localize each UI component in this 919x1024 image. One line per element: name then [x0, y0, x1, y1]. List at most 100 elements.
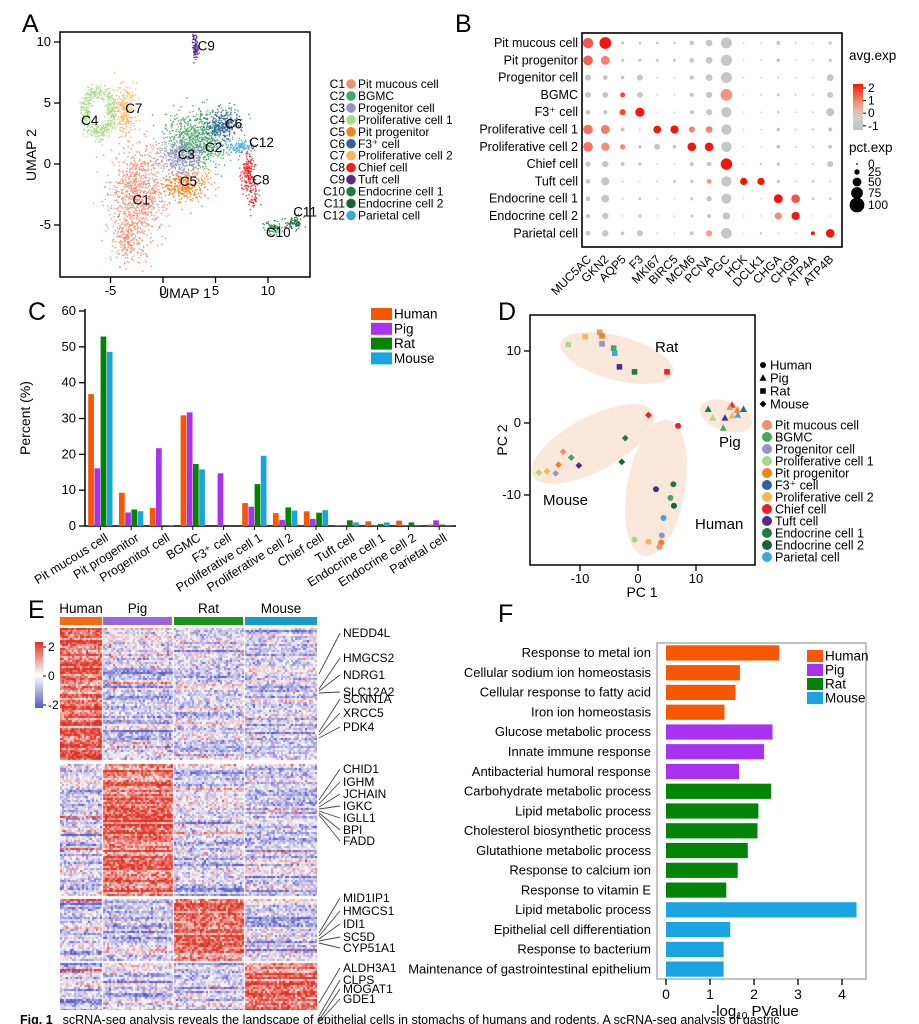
- svg-text:Proliferative cell 1: Proliferative cell 1: [479, 123, 578, 137]
- svg-text:100: 100: [868, 198, 888, 212]
- svg-text:Innate immune response: Innate immune response: [508, 744, 651, 759]
- svg-text:0: 0: [634, 571, 641, 586]
- svg-text:Human: Human: [770, 358, 812, 373]
- svg-text:Chief cell: Chief cell: [775, 503, 826, 517]
- svg-text:25: 25: [868, 165, 882, 179]
- svg-text:Antibacterial humoral response: Antibacterial humoral response: [472, 764, 651, 779]
- svg-text:Epithelial cell differentiatio: Epithelial cell differentiation: [494, 922, 651, 937]
- panel-E-label: E: [28, 596, 46, 624]
- svg-text:C6: C6: [225, 117, 242, 132]
- svg-text:Carbohydrate metabolic process: Carbohydrate metabolic process: [464, 784, 652, 799]
- svg-text:Parietal cell: Parietal cell: [513, 226, 578, 240]
- svg-text:Pig: Pig: [719, 434, 741, 451]
- svg-text:UMAP 1: UMAP 1: [159, 285, 211, 301]
- svg-text:Mouse: Mouse: [770, 397, 809, 412]
- svg-text:C12: C12: [249, 135, 274, 150]
- svg-text:-log10 PValue: -log10 PValue: [711, 1003, 799, 1022]
- svg-text:2: 2: [750, 986, 758, 1002]
- svg-text:1: 1: [868, 94, 875, 108]
- svg-text:-1: -1: [868, 119, 879, 133]
- svg-text:Response to vitamin E: Response to vitamin E: [521, 882, 651, 897]
- svg-text:F3⁺ cell: F3⁺ cell: [358, 137, 400, 151]
- svg-text:Rat: Rat: [198, 601, 219, 616]
- svg-text:Glucose metabolic process: Glucose metabolic process: [495, 724, 652, 739]
- svg-text:MID1IP1: MID1IP1: [343, 891, 390, 905]
- svg-text:Human: Human: [59, 601, 103, 616]
- svg-text:-2: -2: [48, 698, 59, 712]
- figure-caption: Fig. 1 scRNA-seq analysis reveals the lan…: [20, 1013, 905, 1024]
- svg-text:SCNN1A: SCNN1A: [343, 692, 392, 706]
- caption-prefix: Fig. 1: [20, 1013, 53, 1024]
- svg-text:0: 0: [48, 669, 55, 683]
- svg-text:Endocrine cell 2: Endocrine cell 2: [489, 209, 578, 223]
- svg-text:Mouse: Mouse: [543, 492, 588, 509]
- panel-B-dot-plot: Pit mucous cell Pit progenitor Progenitor …: [479, 32, 896, 298]
- svg-text:Rat: Rat: [394, 336, 415, 351]
- svg-text:PC 2: PC 2: [494, 424, 510, 455]
- svg-text:C12: C12: [323, 208, 345, 222]
- panel-C-label: C: [28, 298, 47, 326]
- svg-text:20: 20: [62, 446, 76, 461]
- svg-text:5: 5: [212, 283, 219, 298]
- svg-text:0: 0: [514, 415, 521, 430]
- svg-text:Parietal cell: Parietal cell: [775, 551, 840, 565]
- panel-A-label: A: [22, 10, 40, 38]
- svg-text:NEDD4L: NEDD4L: [343, 626, 391, 640]
- svg-text:C9: C9: [330, 173, 346, 187]
- barF-bars: [666, 645, 857, 977]
- svg-text:C1: C1: [330, 77, 346, 91]
- svg-text:Glutathione metabolic process: Glutathione metabolic process: [476, 843, 651, 858]
- umap-point-clouds: [79, 33, 307, 272]
- svg-text:0: 0: [868, 157, 875, 171]
- svg-text:Mouse: Mouse: [261, 601, 302, 616]
- svg-text:Iron ion homeostasis: Iron ion homeostasis: [531, 705, 651, 720]
- svg-text:Tuft cell: Tuft cell: [775, 515, 818, 529]
- svg-text:50: 50: [868, 175, 882, 189]
- svg-text:4: 4: [838, 986, 846, 1002]
- svg-text:C4: C4: [81, 113, 99, 128]
- svg-text:Parietal cell: Parietal cell: [358, 208, 420, 222]
- svg-text:C10: C10: [266, 225, 291, 240]
- heatmap-canvas: [60, 628, 317, 1010]
- svg-text:PDK4: PDK4: [343, 720, 375, 734]
- heatmap-colorbar: 2 0 -2: [35, 640, 59, 712]
- svg-text:Mouse: Mouse: [825, 691, 866, 706]
- svg-text:1: 1: [706, 986, 714, 1002]
- svg-text:40: 40: [62, 375, 76, 390]
- svg-text:BGMC: BGMC: [358, 89, 394, 103]
- svg-text:IDI1: IDI1: [343, 917, 365, 931]
- svg-text:-5: -5: [39, 217, 51, 232]
- svg-text:avg.exp: avg.exp: [849, 48, 896, 63]
- svg-text:PC 1: PC 1: [626, 584, 657, 600]
- panel-D-label: D: [498, 298, 517, 326]
- svg-text:C8: C8: [252, 173, 269, 188]
- svg-text:NDRG1: NDRG1: [343, 668, 385, 682]
- svg-text:MOGAT1: MOGAT1: [343, 982, 393, 996]
- svg-text:Chief cell: Chief cell: [527, 157, 578, 171]
- panel-E-heatmap: Human Pig Rat Mouse 2 0 -2 NEDD4L HMGCS2 NDRG1 SLC…: [0, 595, 460, 1024]
- svg-text:SC5D: SC5D: [343, 930, 375, 944]
- svg-text:ALDH3A1: ALDH3A1: [343, 961, 397, 975]
- svg-text:F3⁺ cell: F3⁺ cell: [535, 105, 578, 119]
- svg-text:XRCC5: XRCC5: [343, 706, 384, 720]
- svg-text:Pit mucous cell: Pit mucous cell: [494, 36, 578, 50]
- svg-text:Pit progenitor: Pit progenitor: [358, 125, 429, 139]
- svg-text:FADD: FADD: [343, 834, 375, 848]
- svg-text:-10: -10: [502, 487, 521, 502]
- svg-text:C8: C8: [330, 161, 346, 175]
- svg-text:10: 10: [261, 283, 275, 298]
- svg-text:C11: C11: [293, 204, 317, 219]
- svg-text:Rat: Rat: [770, 384, 791, 399]
- svg-text:HMGCS2: HMGCS2: [343, 651, 395, 665]
- svg-text:2: 2: [868, 81, 875, 95]
- svg-text:IGLL1: IGLL1: [343, 811, 376, 825]
- svg-text:IGKC: IGKC: [343, 799, 373, 813]
- svg-text:5: 5: [44, 95, 51, 110]
- svg-text:C11: C11: [324, 197, 345, 211]
- svg-text:C3: C3: [178, 147, 195, 162]
- svg-text:Mouse: Mouse: [394, 351, 435, 366]
- svg-text:Response to bacterium: Response to bacterium: [517, 942, 651, 957]
- svg-text:C5: C5: [180, 174, 197, 189]
